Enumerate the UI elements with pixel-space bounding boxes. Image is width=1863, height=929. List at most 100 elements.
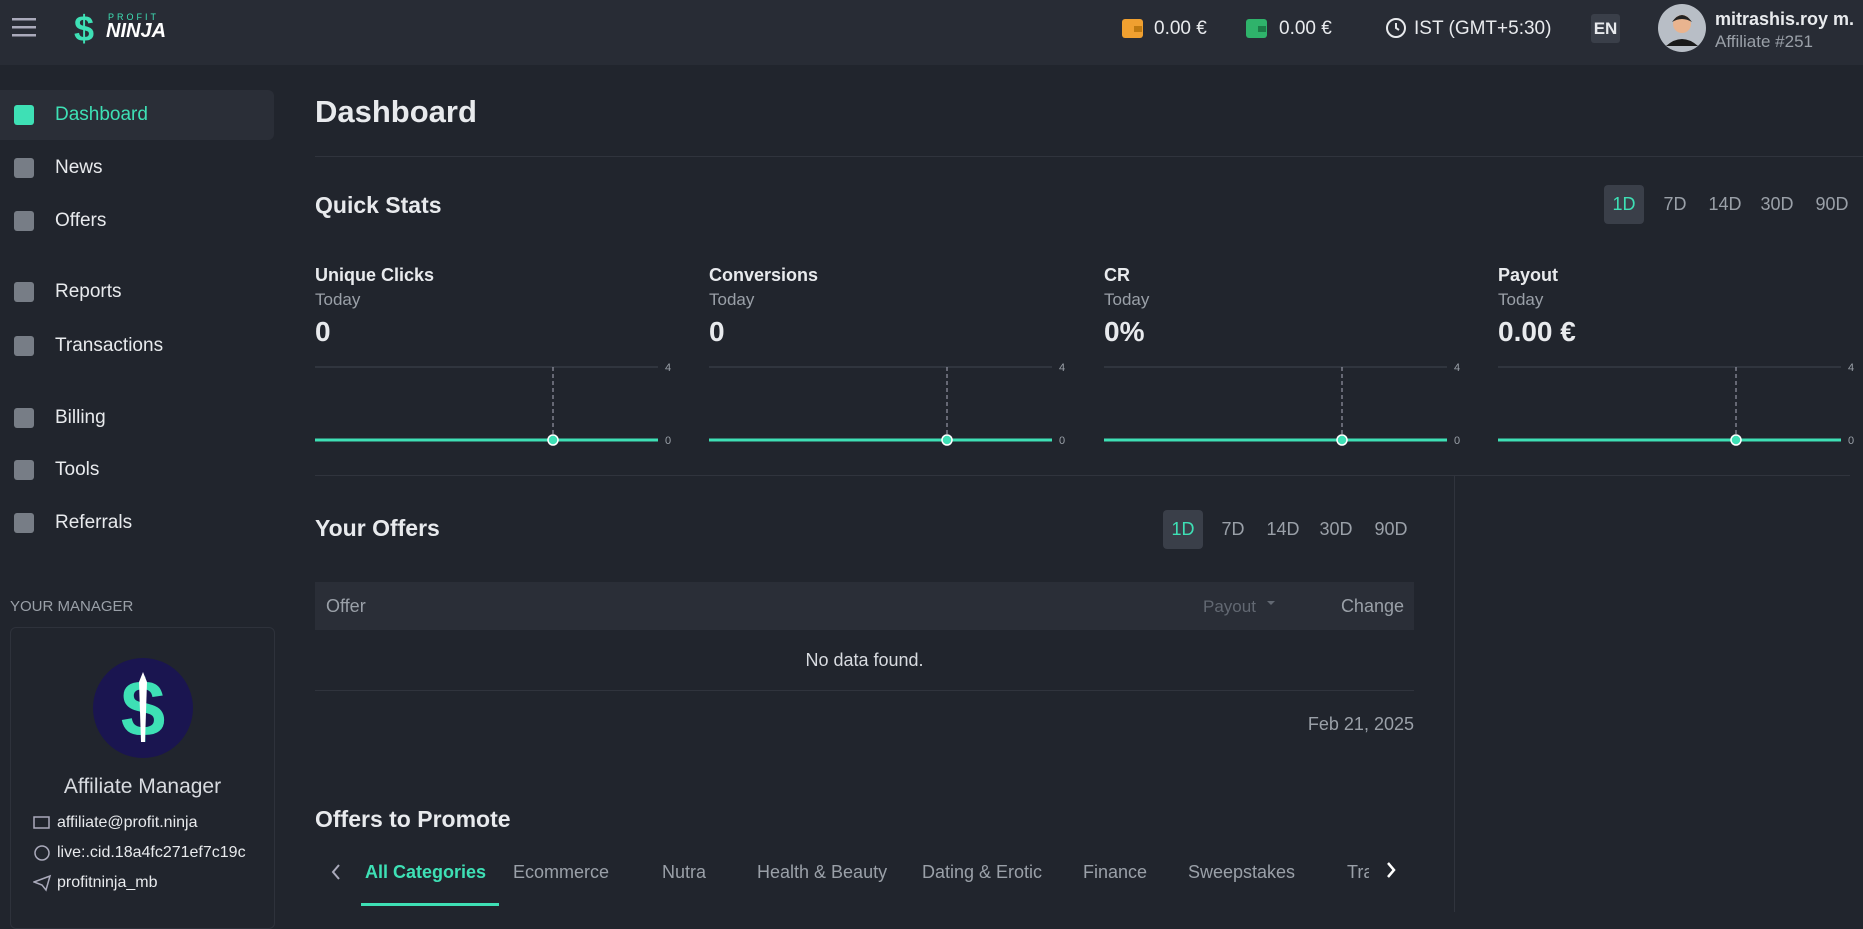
stat-period: Today — [315, 290, 361, 309]
divider — [315, 690, 1414, 691]
point — [1730, 434, 1742, 446]
stat-value: 0 — [315, 316, 331, 347]
period-button[interactable]: 14D — [1266, 519, 1300, 539]
y-tick-label: 0 — [1848, 435, 1854, 447]
y-tick-label: 0 — [1059, 435, 1065, 447]
category-tab[interactable]: Sweepstakes — [1188, 862, 1296, 882]
nav-icon — [14, 336, 34, 356]
stat-value: 0% — [1104, 316, 1145, 347]
logo-top: PROFIT — [108, 12, 159, 22]
empty-message: No data found. — [805, 650, 924, 670]
period-button[interactable]: 90D — [1815, 194, 1849, 214]
logo: NINJA — [106, 20, 167, 42]
section-title: Your Offers — [315, 515, 440, 541]
page-title: Dashboard — [315, 94, 477, 129]
section-title: Offers to Promote — [315, 806, 511, 832]
timezone[interactable]: IST (GMT+5:30) — [1414, 18, 1552, 39]
stat-label: Conversions — [709, 265, 819, 285]
nav-item[interactable]: Transactions — [55, 335, 164, 356]
period-button[interactable]: 90D — [1374, 519, 1408, 539]
avatar[interactable] — [1658, 4, 1706, 52]
divider — [315, 156, 1863, 157]
nav-item[interactable]: Tools — [55, 459, 100, 480]
y-tick-label: 0 — [1454, 435, 1460, 447]
nav-icon — [14, 211, 34, 231]
nav-icon — [14, 408, 34, 428]
manager-skype[interactable]: live:.cid.18a4fc271ef7c19c — [57, 844, 246, 861]
manager-avatar: $ — [93, 658, 193, 758]
wallet-balance: 0.00 € — [1279, 18, 1332, 39]
date: Feb 21, 2025 — [1307, 714, 1414, 734]
manager-title: Affiliate Manager — [63, 775, 222, 798]
nav-item[interactable]: News — [55, 157, 103, 178]
manager-email[interactable]: affiliate@profit.ninja — [57, 814, 198, 831]
period-button[interactable]: 14D — [1708, 194, 1742, 214]
wallet-balance: 0.00 € — [1154, 18, 1207, 39]
stat-label: Unique Clicks — [315, 265, 435, 285]
clock-icon — [1386, 18, 1406, 38]
category-tab[interactable]: Ecommerce — [513, 862, 610, 882]
wallet-icon — [1246, 19, 1267, 38]
nav-icon — [14, 460, 34, 480]
period-button[interactable]: 7D — [1663, 194, 1687, 214]
period-button[interactable]: 30D — [1319, 519, 1353, 539]
manager-telegram[interactable]: profitninja_mb — [57, 874, 158, 891]
nav-item[interactable]: Billing — [55, 407, 106, 428]
nav-icon — [14, 105, 34, 125]
y-tick-label: 0 — [665, 435, 671, 447]
category-tab[interactable]: Nutra — [662, 862, 707, 882]
period-active-bg — [1163, 510, 1203, 549]
mini-chart: 04 — [709, 362, 1065, 447]
nav-item[interactable]: Reports — [55, 281, 122, 302]
nav-icon — [14, 513, 34, 533]
nav-item[interactable]: Dashboard — [55, 104, 148, 125]
table-header — [315, 582, 1414, 630]
category-tab[interactable]: Finance — [1083, 862, 1148, 882]
menu-icon[interactable] — [12, 16, 40, 38]
stat-period: Today — [709, 290, 755, 309]
nav-item[interactable]: Offers — [55, 210, 107, 231]
stat-period: Today — [1104, 290, 1150, 309]
mini-chart: 04 — [1104, 362, 1460, 447]
category-tab[interactable]: All Categories — [365, 862, 487, 882]
nav-item[interactable]: Referrals — [55, 512, 133, 533]
period-button[interactable]: 1D — [1171, 519, 1195, 539]
period-button[interactable]: 30D — [1760, 194, 1794, 214]
sort-icon — [1267, 601, 1275, 609]
category-tab[interactable]: Health & Beauty — [757, 862, 888, 882]
mini-chart: 04 — [315, 362, 671, 447]
top-bar: $ PROFIT NINJA 0.00 € 0.00 € IST (GMT+5:… — [0, 0, 1863, 65]
y-tick-label: 4 — [1059, 362, 1065, 374]
user-id: Affiliate #251 — [1715, 32, 1813, 51]
point — [547, 434, 559, 446]
period-button[interactable]: 7D — [1221, 519, 1245, 539]
nav-icon — [14, 158, 34, 178]
column-header[interactable]: Change — [1340, 596, 1404, 616]
stat-value: 0 — [709, 316, 725, 347]
prev-arrow[interactable] — [329, 862, 343, 882]
wallet-icon — [1122, 19, 1143, 38]
period-button[interactable]: 1D — [1612, 194, 1636, 214]
stat-period: Today — [1498, 290, 1544, 309]
stat-label: Payout — [1498, 265, 1559, 285]
divider — [1454, 475, 1455, 912]
mini-chart: 04 — [1498, 362, 1854, 447]
tab-underline — [361, 903, 499, 906]
period-active-bg — [1604, 185, 1644, 224]
y-tick-label: 4 — [1454, 362, 1460, 374]
next-arrow[interactable] — [1384, 860, 1398, 880]
column-header[interactable]: Payout — [1203, 597, 1256, 616]
manager-heading: YOUR MANAGER — [10, 598, 134, 615]
point — [941, 434, 953, 446]
category-tab[interactable]: Dating & Erotic — [922, 862, 1043, 882]
manager-card: $ Affiliate Manager affiliate@profit.nin… — [10, 627, 275, 929]
category-tab[interactable]: Tra — [1347, 862, 1369, 882]
stat-label: CR — [1104, 265, 1130, 285]
active-bg — [0, 90, 274, 140]
language[interactable]: EN — [1591, 14, 1620, 43]
point — [1336, 434, 1348, 446]
column-header: Offer — [326, 596, 366, 616]
contact-icons — [33, 816, 52, 892]
user-name: mitrashis.roy m. — [1715, 9, 1855, 29]
